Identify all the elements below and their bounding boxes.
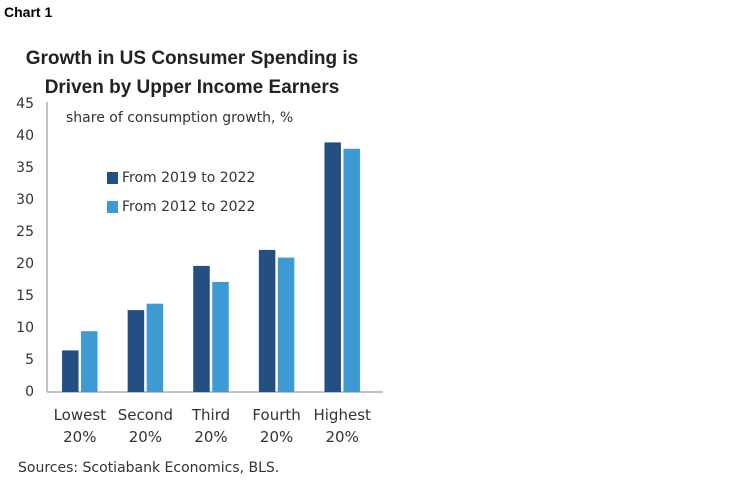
x-tick-label: Fourth 20% [252,406,301,446]
x-tick-label: Highest 20% [313,406,371,446]
y-tick-label: 0 [25,384,34,400]
bar [193,265,210,392]
x-tick-label: Lowest 20% [53,406,107,446]
bar [277,257,295,392]
y-tick-label: 40 [16,128,34,144]
y-tick-label: 20 [16,256,34,272]
y-tick-label: 35 [16,160,34,176]
bar [258,249,276,392]
chart-title: Growth in US Consumer Spending is Driven… [25,48,359,98]
bar [324,142,341,392]
y-tick-label: 25 [16,224,34,240]
chart-label: Chart 1 [4,4,53,20]
y-tick-label: 15 [16,288,34,304]
y-tick-label: 10 [16,320,34,336]
bar [343,148,360,392]
legend-swatch [107,201,118,213]
bar [81,331,98,392]
legend-label: From 2012 to 2022 [122,199,255,215]
x-tick-label: Second 20% [117,406,173,446]
bar [212,281,229,392]
bar [127,310,145,392]
chart-subtitle: share of consumption growth, % [66,110,293,126]
y-tick-label: 45 [16,96,34,112]
bar [146,303,164,392]
x-tick-label: Third 20% [191,406,231,446]
y-tick-label: 5 [25,352,34,368]
y-tick-label: 30 [16,192,34,208]
bar [62,350,79,392]
legend-swatch [107,172,118,184]
legend-label: From 2019 to 2022 [122,170,255,186]
source: Sources: Scotiabank Economics, BLS. [18,460,279,476]
